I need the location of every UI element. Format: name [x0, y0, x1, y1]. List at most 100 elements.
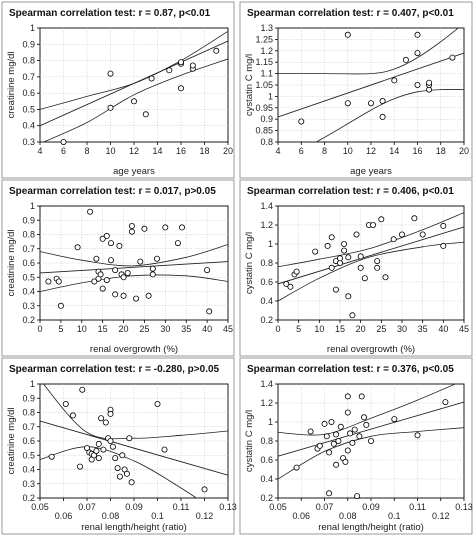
data-point: [293, 268, 300, 275]
data-point: [79, 386, 86, 393]
data-point: [149, 271, 156, 278]
x-tick-label: 18: [436, 146, 446, 156]
fit-line: [278, 226, 464, 285]
data-point: [69, 412, 76, 419]
data-point: [128, 479, 135, 486]
data-point: [440, 242, 447, 249]
data-point: [323, 433, 330, 440]
regression-lines: [40, 244, 228, 292]
x-tick-label: 0.13: [219, 502, 237, 512]
y-tick-label: 0.95: [255, 103, 273, 113]
data-point: [154, 400, 161, 407]
data-point: [87, 208, 94, 215]
data-point: [77, 463, 84, 470]
data-point: [128, 228, 135, 235]
data-point: [174, 240, 181, 247]
y-tick-label: 0.8: [22, 408, 35, 418]
x-tick-label: 15: [335, 324, 345, 334]
data-point: [107, 104, 114, 111]
data-point: [361, 275, 368, 282]
y-tick-label: 0.3: [22, 479, 35, 489]
data-point: [328, 234, 335, 241]
x-tick-label: 0.07: [78, 502, 96, 512]
data-point: [367, 100, 374, 107]
data-point: [99, 285, 106, 292]
x-tick-label: 0.12: [196, 511, 214, 521]
x-tick-label: 0: [37, 324, 42, 334]
data-point: [97, 271, 104, 278]
x-tick-label: 6: [299, 146, 304, 156]
data-point: [336, 255, 343, 262]
chart-panel-1: Spearman correlation test: r = 0.87, p<0…: [1, 1, 235, 179]
x-tick-label: 5: [58, 324, 63, 334]
data-point: [119, 452, 126, 459]
y-tick-label: 1: [268, 91, 273, 101]
data-point: [391, 77, 398, 84]
data-point: [298, 118, 305, 125]
data-point: [357, 264, 364, 271]
data-point: [91, 278, 98, 285]
data-point: [374, 264, 381, 271]
data-point: [360, 414, 367, 421]
chart-title: Spearman correlation test: r = -0.280, p…: [9, 364, 220, 375]
x-tick-label: 0.05: [31, 502, 49, 512]
data-point: [93, 255, 100, 262]
y-tick-label: 0.3: [22, 137, 35, 147]
x-axis-label: renal length/height (ratio): [81, 522, 187, 533]
y-tick-label: 0.5: [22, 450, 35, 460]
x-tick-label: 40: [202, 324, 212, 334]
data-point: [60, 138, 67, 145]
data-point: [100, 446, 107, 453]
x-axis-label: age years: [350, 166, 392, 177]
y-tick-label: 1.3: [260, 23, 273, 33]
x-tick-label: 35: [418, 324, 428, 334]
data-point: [344, 447, 351, 454]
y-tick-label: 1.2: [260, 46, 273, 56]
x-tick-label: 0.11: [409, 502, 426, 512]
y-tick-label: 1: [30, 379, 35, 389]
data-point: [107, 70, 114, 77]
data-point: [332, 286, 339, 293]
x-axis-label: renal overgrowth (%): [90, 344, 178, 355]
x-tick-label: 10: [314, 324, 324, 334]
y-tick-label: 0.6: [260, 277, 273, 287]
data-point: [213, 47, 220, 54]
data-point: [341, 240, 348, 247]
data-point: [107, 410, 114, 417]
y-tick-label: 1: [30, 23, 35, 33]
data-point: [342, 458, 349, 465]
y-tick-label: 0.6: [22, 436, 35, 446]
y-axis-label: creatinine mg/dl: [6, 51, 17, 118]
x-tick-label: 16: [412, 146, 422, 156]
ci-lower-curve: [40, 446, 198, 498]
y-axis-label: cystatin C mg/l: [244, 410, 255, 472]
data-point: [148, 75, 155, 82]
data-point: [414, 31, 421, 38]
data-point: [112, 267, 119, 274]
data-point: [74, 244, 81, 251]
y-tick-label: 0.2: [260, 493, 273, 503]
data-point: [333, 461, 340, 468]
data-point: [48, 453, 55, 460]
y-tick-label: 0.9: [260, 114, 273, 124]
data-point: [99, 235, 106, 242]
data-point: [341, 247, 348, 254]
x-tick-label: 25: [139, 324, 149, 334]
y-tick-label: 0.5: [22, 272, 35, 282]
data-point: [95, 440, 102, 447]
data-point: [345, 293, 352, 300]
data-point: [316, 442, 323, 449]
x-tick-label: 10: [77, 324, 87, 334]
y-tick-label: 0.4: [22, 465, 35, 475]
y-tick-label: 0.8: [260, 258, 273, 268]
data-point: [312, 248, 319, 255]
data-point: [166, 67, 173, 74]
y-tick-label: 0.8: [22, 230, 35, 240]
data-point: [426, 79, 433, 86]
ci-upper-curve: [278, 28, 459, 75]
x-tick-label: 0.05: [269, 502, 287, 512]
regression-lines: [40, 384, 228, 498]
fit-line: [278, 401, 464, 457]
x-tick-label: 8: [322, 146, 327, 156]
